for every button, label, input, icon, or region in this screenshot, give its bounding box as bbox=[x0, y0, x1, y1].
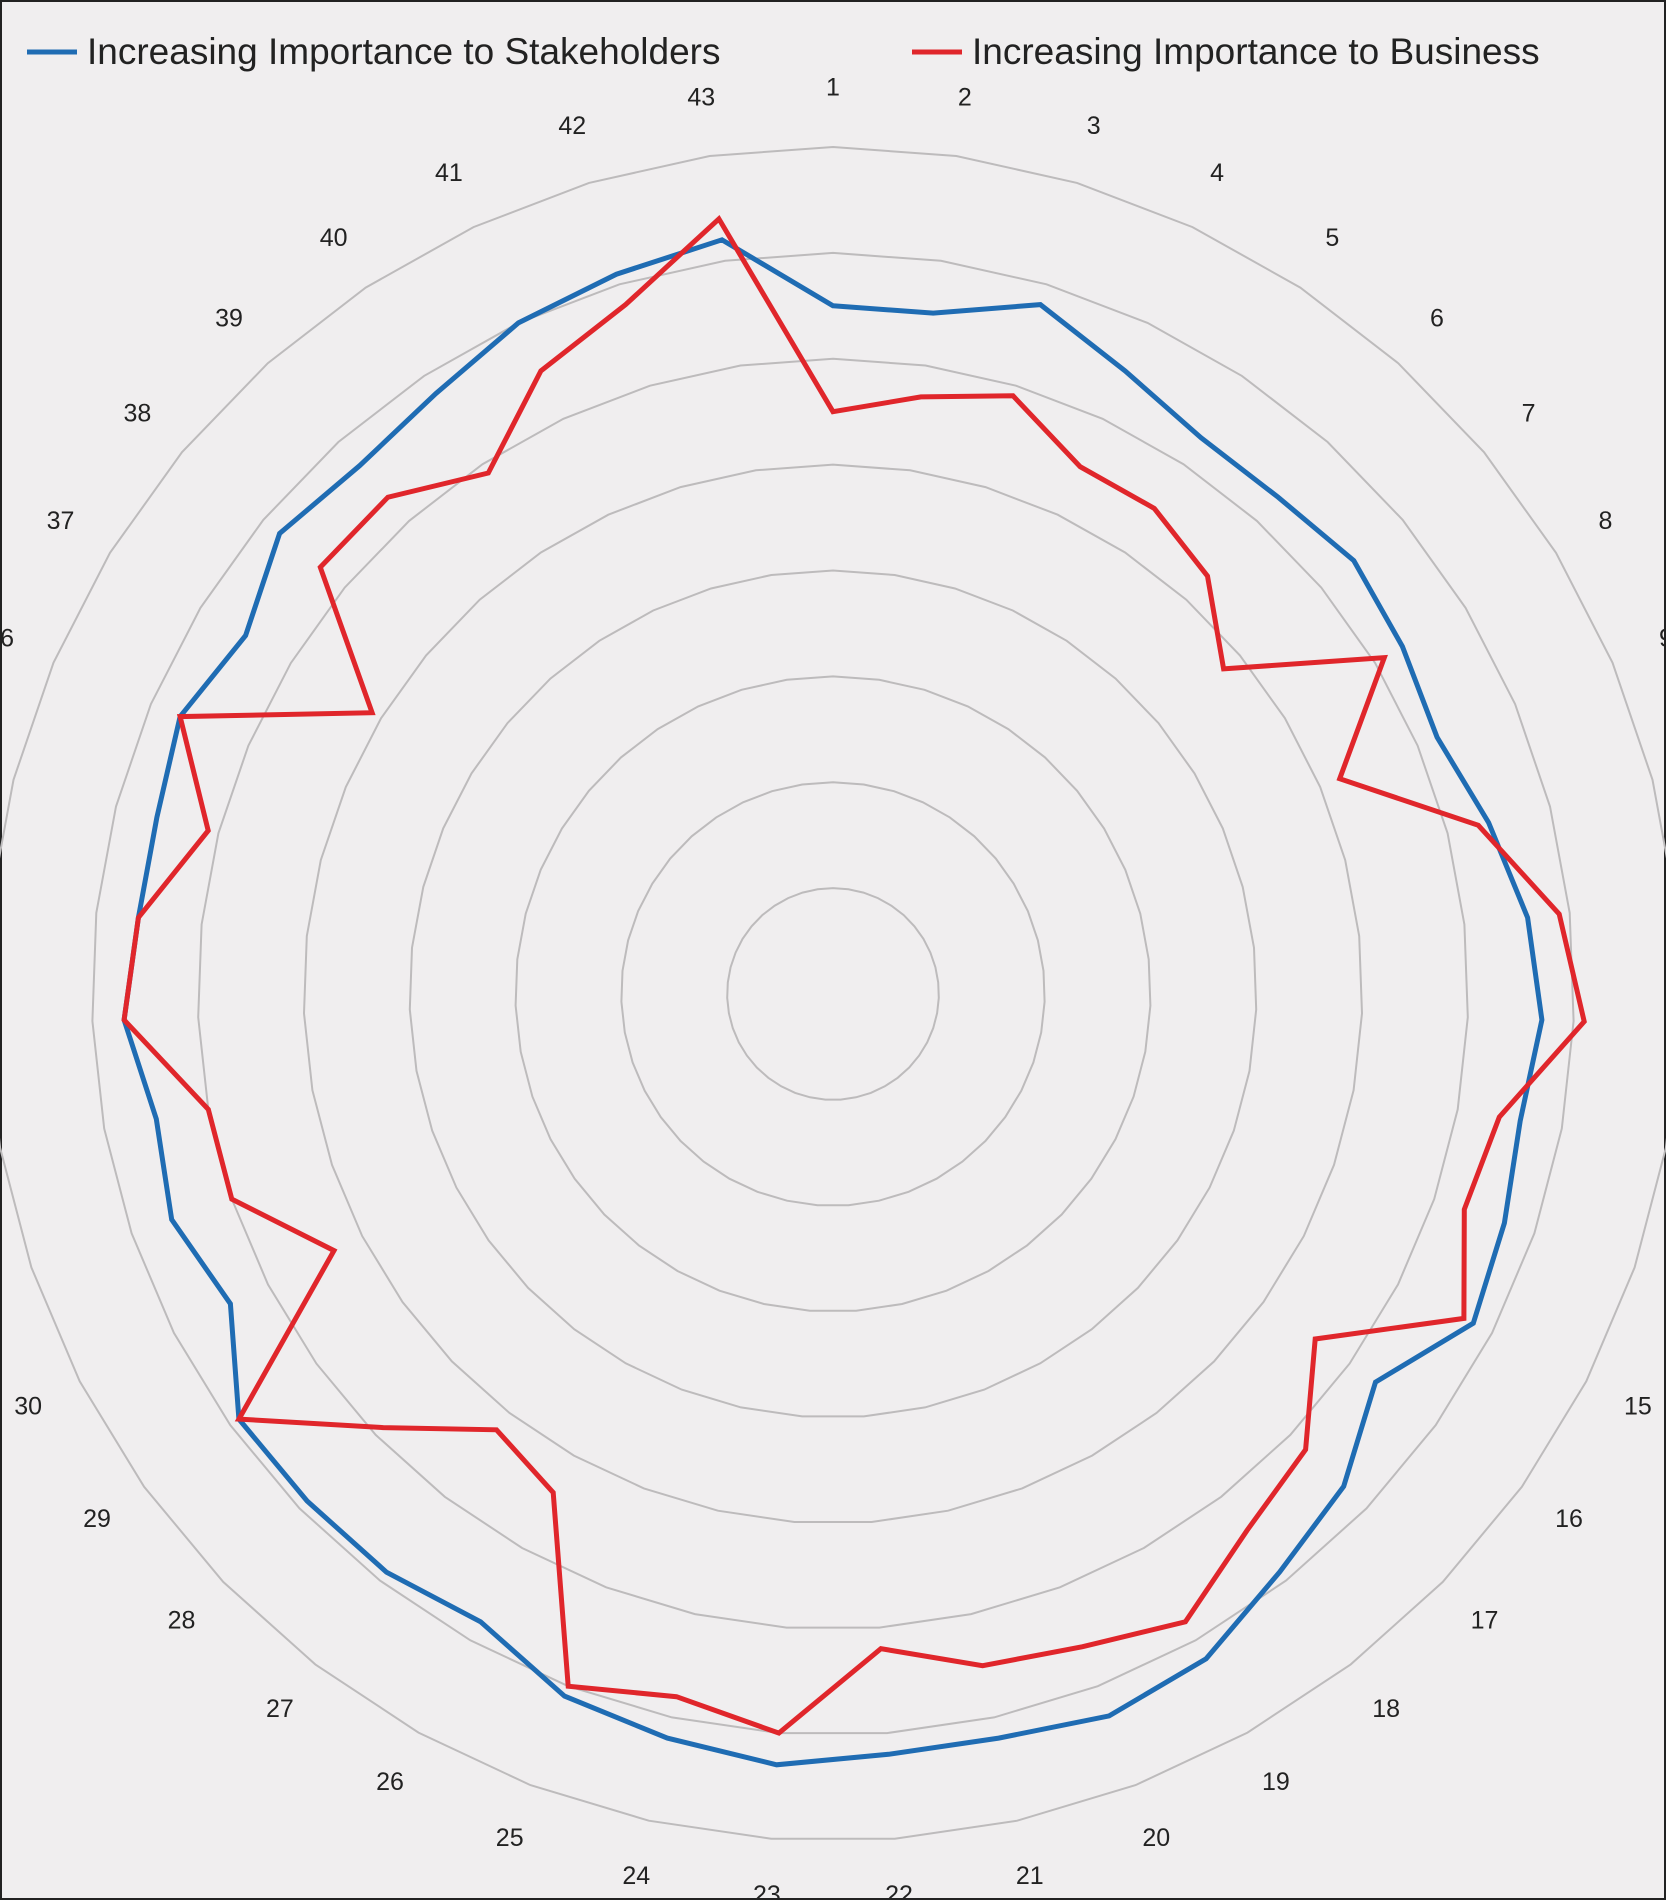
series-line bbox=[121, 237, 1545, 1768]
category-label: 27 bbox=[266, 1695, 294, 1723]
legend-label: Increasing Importance to Business bbox=[972, 31, 1540, 72]
category-label: 6 bbox=[1430, 305, 1444, 333]
category-label: 7 bbox=[1522, 400, 1536, 428]
category-label: 18 bbox=[1372, 1695, 1400, 1723]
grid-ring bbox=[620, 781, 1046, 1207]
grid-ring bbox=[408, 569, 1258, 1418]
category-label: 8 bbox=[1599, 507, 1613, 535]
category-label: 9 bbox=[1659, 625, 1666, 653]
category-label: 1 bbox=[826, 74, 840, 102]
category-label: 4 bbox=[1210, 159, 1224, 187]
grid-ring bbox=[726, 887, 940, 1101]
category-label: 25 bbox=[496, 1824, 524, 1852]
category-label: 23 bbox=[753, 1881, 781, 1900]
category-label: 21 bbox=[1016, 1862, 1044, 1890]
grid-ring bbox=[0, 145, 1666, 1840]
category-label: 38 bbox=[123, 400, 151, 428]
category-label: 26 bbox=[376, 1768, 404, 1796]
category-label: 41 bbox=[435, 159, 463, 187]
category-label: 36 bbox=[0, 625, 14, 653]
grid-ring bbox=[197, 357, 1469, 1629]
grid-ring bbox=[302, 463, 1364, 1523]
category-label: 28 bbox=[168, 1607, 196, 1635]
category-label: 16 bbox=[1555, 1505, 1583, 1533]
category-label: 20 bbox=[1142, 1824, 1170, 1852]
grid-ring bbox=[514, 675, 1152, 1312]
category-label: 5 bbox=[1325, 224, 1339, 252]
category-label: 17 bbox=[1471, 1607, 1499, 1635]
grid-ring bbox=[91, 251, 1575, 1735]
category-label: 40 bbox=[320, 224, 348, 252]
category-label: 39 bbox=[215, 305, 243, 333]
category-label: 22 bbox=[885, 1881, 913, 1900]
category-label: 29 bbox=[83, 1505, 111, 1533]
series-line bbox=[121, 214, 1587, 1736]
category-label: 19 bbox=[1262, 1768, 1290, 1796]
category-label: 37 bbox=[47, 507, 75, 535]
category-label: 2 bbox=[958, 83, 972, 111]
category-label: 30 bbox=[14, 1392, 42, 1420]
category-label: 42 bbox=[558, 112, 586, 140]
category-label: 15 bbox=[1624, 1392, 1652, 1420]
category-label: 3 bbox=[1087, 112, 1101, 140]
legend-label: Increasing Importance to Stakeholders bbox=[87, 31, 720, 72]
category-label: 24 bbox=[622, 1862, 650, 1890]
category-label: 43 bbox=[687, 83, 715, 111]
